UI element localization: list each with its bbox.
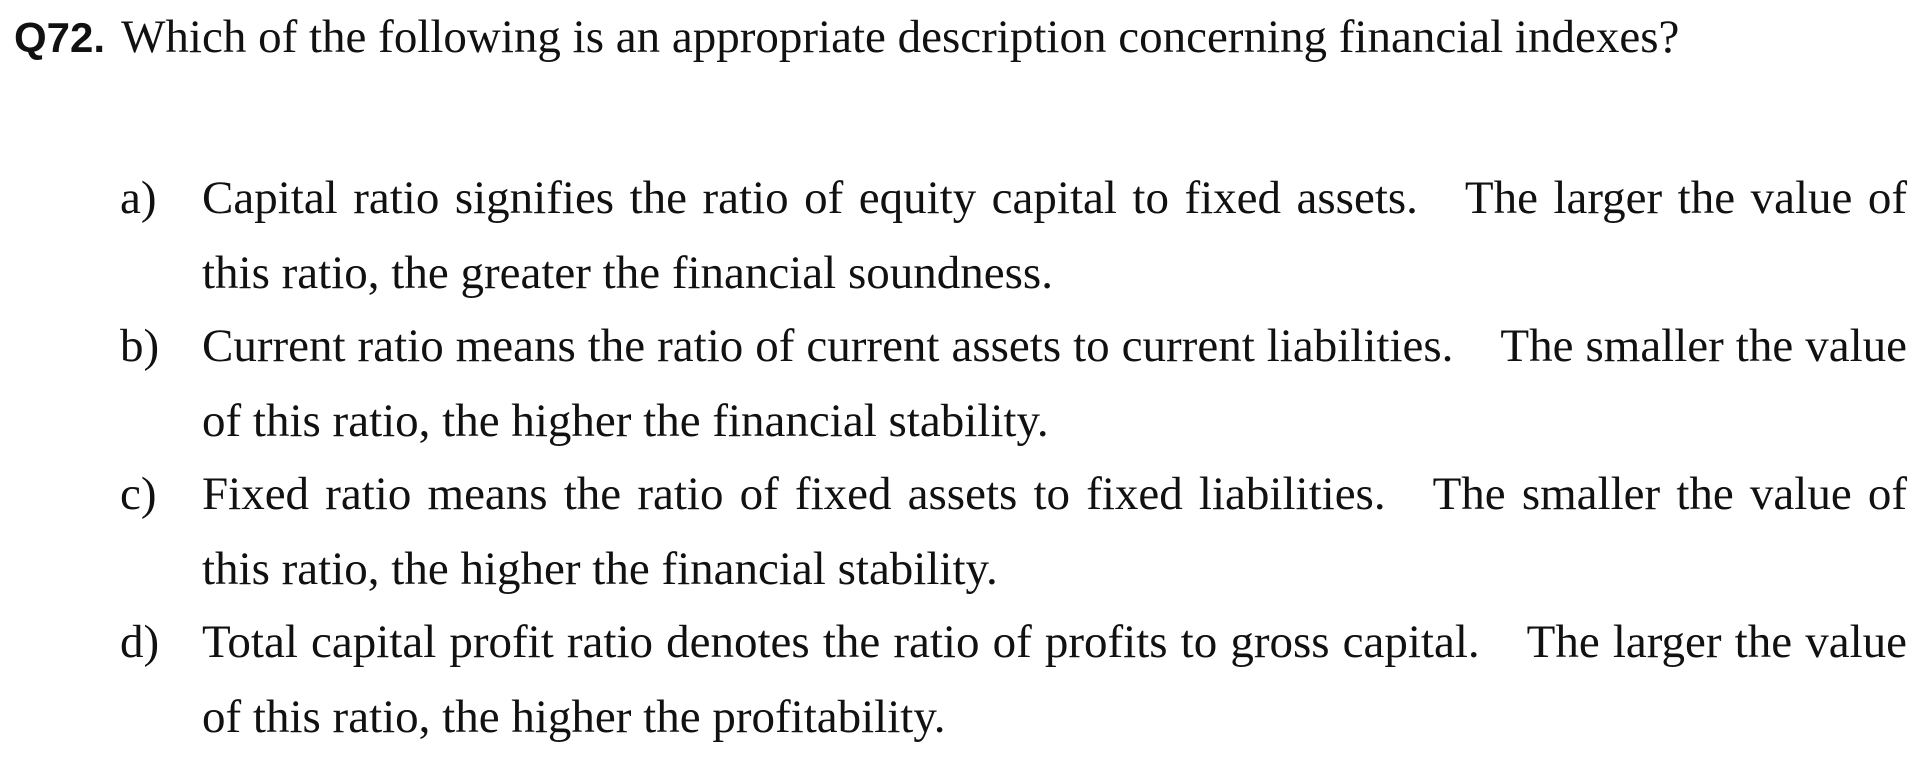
option-letter: b) [120,320,160,372]
question-header: Q72. Which of the following is an appropr… [14,6,1904,69]
option-c: c) Fixed ratio means the ratio of fixed … [120,459,1907,607]
option-d: d) Total capital profit ratio denotes th… [120,607,1907,755]
answer-options: a) Capital ratio signifies the ratio of … [120,163,1907,755]
question-number: Q72. [14,14,106,61]
option-text: Capital ratio signifies the ratio of equ… [202,172,1907,299]
option-text: Current ratio means the ratio of current… [202,320,1907,447]
option-a: a) Capital ratio signifies the ratio of … [120,163,1907,311]
option-b: b) Current ratio means the ratio of curr… [120,311,1907,459]
question-text: Which of the following is an appropriate… [121,11,1680,63]
option-letter: c) [120,468,157,520]
option-text: Fixed ratio means the ratio of fixed ass… [202,468,1907,595]
option-text: Total capital profit ratio denotes the r… [202,616,1907,743]
option-letter: a) [120,172,157,224]
option-letter: d) [120,616,160,668]
